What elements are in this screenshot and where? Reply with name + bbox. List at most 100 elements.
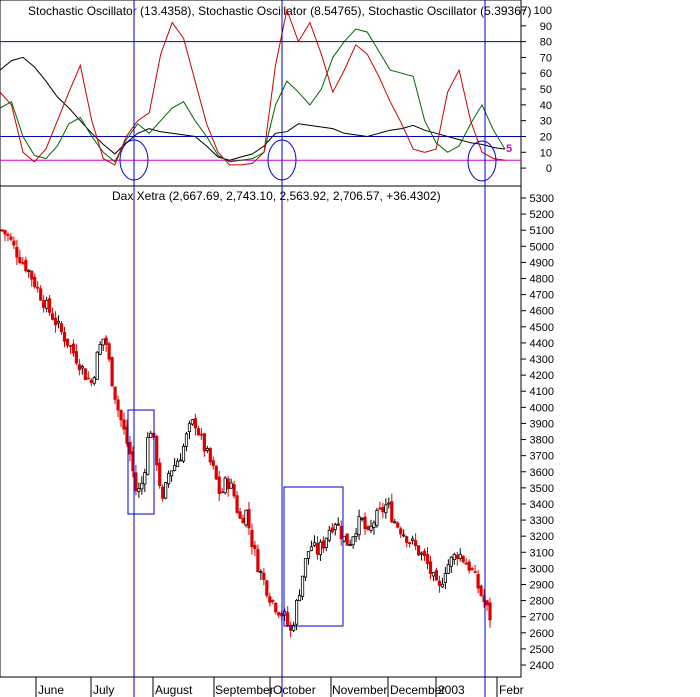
candle-body [36,286,40,289]
price-tick-label: 4500 [530,322,554,334]
oscillator-low-circle [119,139,149,181]
candle-body [431,572,436,577]
month-label: June [38,683,64,697]
candle-body [461,555,465,563]
price-tick-label: 5200 [530,209,554,221]
candle-body [277,612,281,616]
oscillator-tick-label: 10 [540,147,552,159]
candle-body [18,257,22,263]
candle-body [190,419,195,425]
price-tick-label: 2400 [530,660,554,672]
month-label: 2003 [438,683,465,697]
candle-body [45,299,49,309]
candle-body [408,542,412,544]
candle-body [24,259,28,272]
candle-body [458,554,462,559]
candle-body [0,229,4,232]
oscillator-tick-label: 70 [540,52,552,64]
price-tick-label: 4400 [530,338,554,350]
candle-body [56,320,61,324]
oscillator-tick-label: 60 [540,68,552,80]
candle-body [143,472,147,485]
candle-body [158,462,162,486]
candle-body [312,542,317,546]
oscillator-panel-frame [0,0,522,187]
oscillator-tick-label: 100 [534,5,552,17]
oscillator-tick-label: 90 [540,21,552,33]
price-tick-label: 2700 [530,612,554,624]
month-label: October [273,683,316,697]
price-tick-label: 4300 [530,354,554,366]
candle-body [289,624,293,631]
candle-body [366,526,370,530]
candle-body [161,486,165,499]
price-tick-label: 5100 [530,225,554,237]
price-tick-label: 2600 [530,628,554,640]
candle-body [309,546,314,551]
candle-body [3,229,7,235]
price-tick-label: 4800 [530,274,554,286]
candle-body [196,428,200,436]
candle-body [274,602,278,613]
candle-body [419,552,424,555]
candle-body [122,419,126,430]
candle-body [294,600,299,625]
candle-body [68,345,73,347]
price-tick-label: 3900 [530,418,554,430]
price-tick-label: 3200 [530,531,554,543]
candle-body [9,236,13,240]
candle-body [268,596,272,603]
candle-body [321,540,325,549]
candle-body [83,368,87,381]
candle-body [292,624,296,631]
candle-body [175,460,180,468]
candle-body [488,602,492,621]
candle-body [241,517,245,524]
candle-body [155,436,159,466]
candle-body [202,433,206,452]
candle-body [128,441,132,455]
candle-body [402,534,406,537]
candle-body [393,521,397,524]
candle-body [265,580,269,596]
candle-body [470,568,474,571]
candle-body [315,542,320,555]
candle-body [107,343,111,360]
price-tick-label: 4000 [530,402,554,414]
candle-body [98,344,102,355]
candle-body [381,507,385,513]
candle-body [6,234,10,236]
candle-body [247,509,251,529]
price-tick-label: 4200 [530,370,554,382]
price-tick-label: 2800 [530,596,554,608]
candle-body [283,611,287,616]
candle-body [387,502,391,505]
candle-body [479,585,483,596]
candle-body [339,525,343,540]
candle-body [467,561,471,571]
candle-body [256,549,260,573]
candle-body [253,545,257,550]
candle-body [244,509,248,526]
candle-body [104,337,108,345]
candle-body [449,556,453,567]
candle-body [113,386,117,400]
candle-body [232,484,236,497]
candle-body [146,437,150,475]
candle-body [181,445,186,462]
candle-body [92,377,96,384]
candle-body [89,379,93,383]
price-highlight-box [127,409,155,515]
candle-body [238,511,242,519]
candle-body [414,540,418,547]
candle-body [286,612,290,626]
candle-body [378,507,382,510]
candle-body [259,571,263,573]
candle-body [303,558,308,578]
reference-level-label: 5 [506,143,512,155]
candle-body [229,482,233,489]
candle-body [101,338,105,346]
candle-body [170,470,174,477]
oscillator-tick-label: 0 [546,163,552,175]
candle-body [71,343,76,354]
